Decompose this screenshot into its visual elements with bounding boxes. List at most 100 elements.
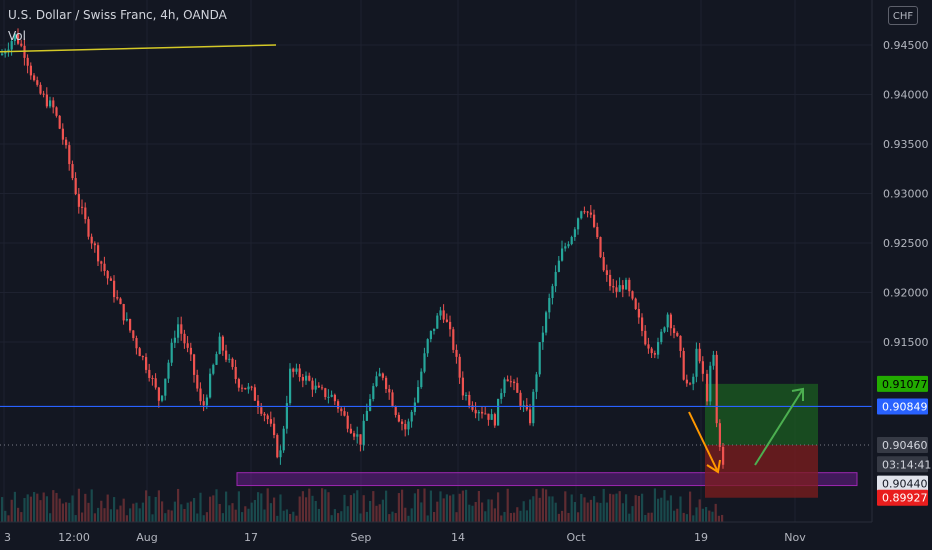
candle-body — [657, 342, 660, 355]
candle-body — [362, 420, 365, 445]
price-label-tag[interactable]: 0.90849 — [877, 398, 928, 415]
candle-body — [615, 287, 618, 292]
price-label-tag[interactable]: 03:14:41 — [877, 456, 931, 473]
volume-bar — [593, 496, 596, 522]
candle-body — [548, 298, 551, 313]
price-label-bg — [877, 475, 928, 492]
price-label-tag[interactable]: 0.89927 — [877, 489, 928, 506]
volume-bar — [33, 492, 36, 522]
volume-bar — [61, 503, 64, 522]
candle-body — [381, 373, 384, 378]
candle-body — [641, 317, 644, 331]
volume-bar — [637, 495, 640, 522]
candle-body — [292, 368, 295, 372]
volume-bar — [474, 501, 477, 522]
volume-bar — [577, 512, 580, 522]
volume-bar — [500, 515, 503, 522]
volume-bar — [141, 502, 144, 522]
volume-bar — [289, 514, 292, 522]
candle-body — [327, 396, 330, 398]
volume-bar — [263, 509, 266, 522]
price-label-text: 0.89927 — [882, 492, 928, 505]
volume-bar — [660, 497, 663, 522]
volume-bar — [439, 491, 442, 522]
support-zone[interactable] — [236, 472, 858, 487]
up-arrow-line[interactable] — [754, 388, 804, 466]
volume-bar — [356, 490, 359, 522]
volume-bar — [516, 507, 519, 522]
candle-body — [557, 260, 560, 272]
candle-body — [497, 398, 500, 426]
candle-body — [513, 381, 516, 384]
volume-bar — [375, 505, 378, 522]
volume-bar — [20, 512, 23, 522]
candle-body — [269, 419, 272, 424]
volume-bar — [410, 508, 413, 522]
currency-button[interactable]: CHF — [888, 6, 918, 25]
candle-body — [474, 409, 477, 414]
price-label-tag[interactable]: 0.90440 — [877, 475, 928, 492]
candle-body — [709, 365, 712, 402]
time-axis: 3 12:00 Aug 17 Sep 14 Oct 19 Nov — [0, 521, 872, 544]
volume-bar — [1, 497, 4, 522]
volume-bar — [413, 493, 416, 522]
volume-bar — [71, 495, 74, 522]
volume-bar — [695, 507, 698, 522]
down-arrow-line[interactable] — [688, 411, 718, 471]
candle-body — [116, 297, 119, 299]
price-label-tag[interactable]: 0.90460 — [877, 436, 928, 453]
candle-body — [570, 237, 573, 245]
candle-body — [538, 342, 541, 375]
volume-bar — [557, 513, 560, 522]
volume-bar — [679, 496, 682, 522]
volume-bar — [669, 495, 672, 522]
volume-bar — [173, 501, 176, 522]
candle-body — [106, 271, 109, 279]
candle-body — [279, 450, 282, 458]
volume-bar — [391, 511, 394, 522]
candle-body — [298, 368, 301, 378]
candle-body — [673, 328, 676, 334]
candle-body — [17, 33, 20, 44]
candle-body — [689, 383, 692, 385]
candle-body — [439, 310, 442, 316]
candle-body — [321, 387, 324, 389]
volume-bar — [541, 488, 544, 522]
price-tick-label: 0.93000 — [883, 188, 929, 201]
volume-bar — [490, 499, 493, 522]
candle-body — [250, 386, 253, 388]
volume-bar — [97, 507, 100, 522]
candle-body — [346, 415, 349, 429]
price-tick-label: 0.92500 — [883, 237, 929, 250]
volume-bar — [717, 515, 720, 522]
candle-body — [477, 411, 480, 414]
volume-bar — [471, 505, 474, 522]
candle-body — [125, 318, 128, 321]
candle-body — [564, 246, 567, 249]
candle-body — [586, 211, 589, 213]
volume-bar — [599, 502, 602, 522]
price-label-tag[interactable]: 0.91077 — [877, 375, 928, 392]
volume-bar — [621, 503, 624, 522]
volume-bar — [109, 509, 112, 522]
volume-bar — [634, 495, 637, 522]
candle-body — [391, 392, 394, 407]
volume-bar — [602, 488, 605, 522]
candle-body — [423, 353, 426, 372]
volume-bar — [154, 496, 157, 522]
volume-indicator-label[interactable]: Vol — [8, 29, 26, 43]
candle-body — [682, 350, 685, 380]
trendline[interactable] — [0, 44, 277, 53]
volume-bar — [564, 491, 567, 522]
candle-body — [61, 128, 64, 140]
candle-body — [260, 407, 263, 414]
candle-body — [180, 324, 183, 334]
volume-bar — [570, 494, 573, 522]
candle-body — [45, 94, 48, 107]
volume-bar — [52, 490, 55, 522]
candle-body — [413, 402, 416, 412]
volume-bar — [567, 512, 570, 522]
candle-body — [49, 100, 52, 107]
